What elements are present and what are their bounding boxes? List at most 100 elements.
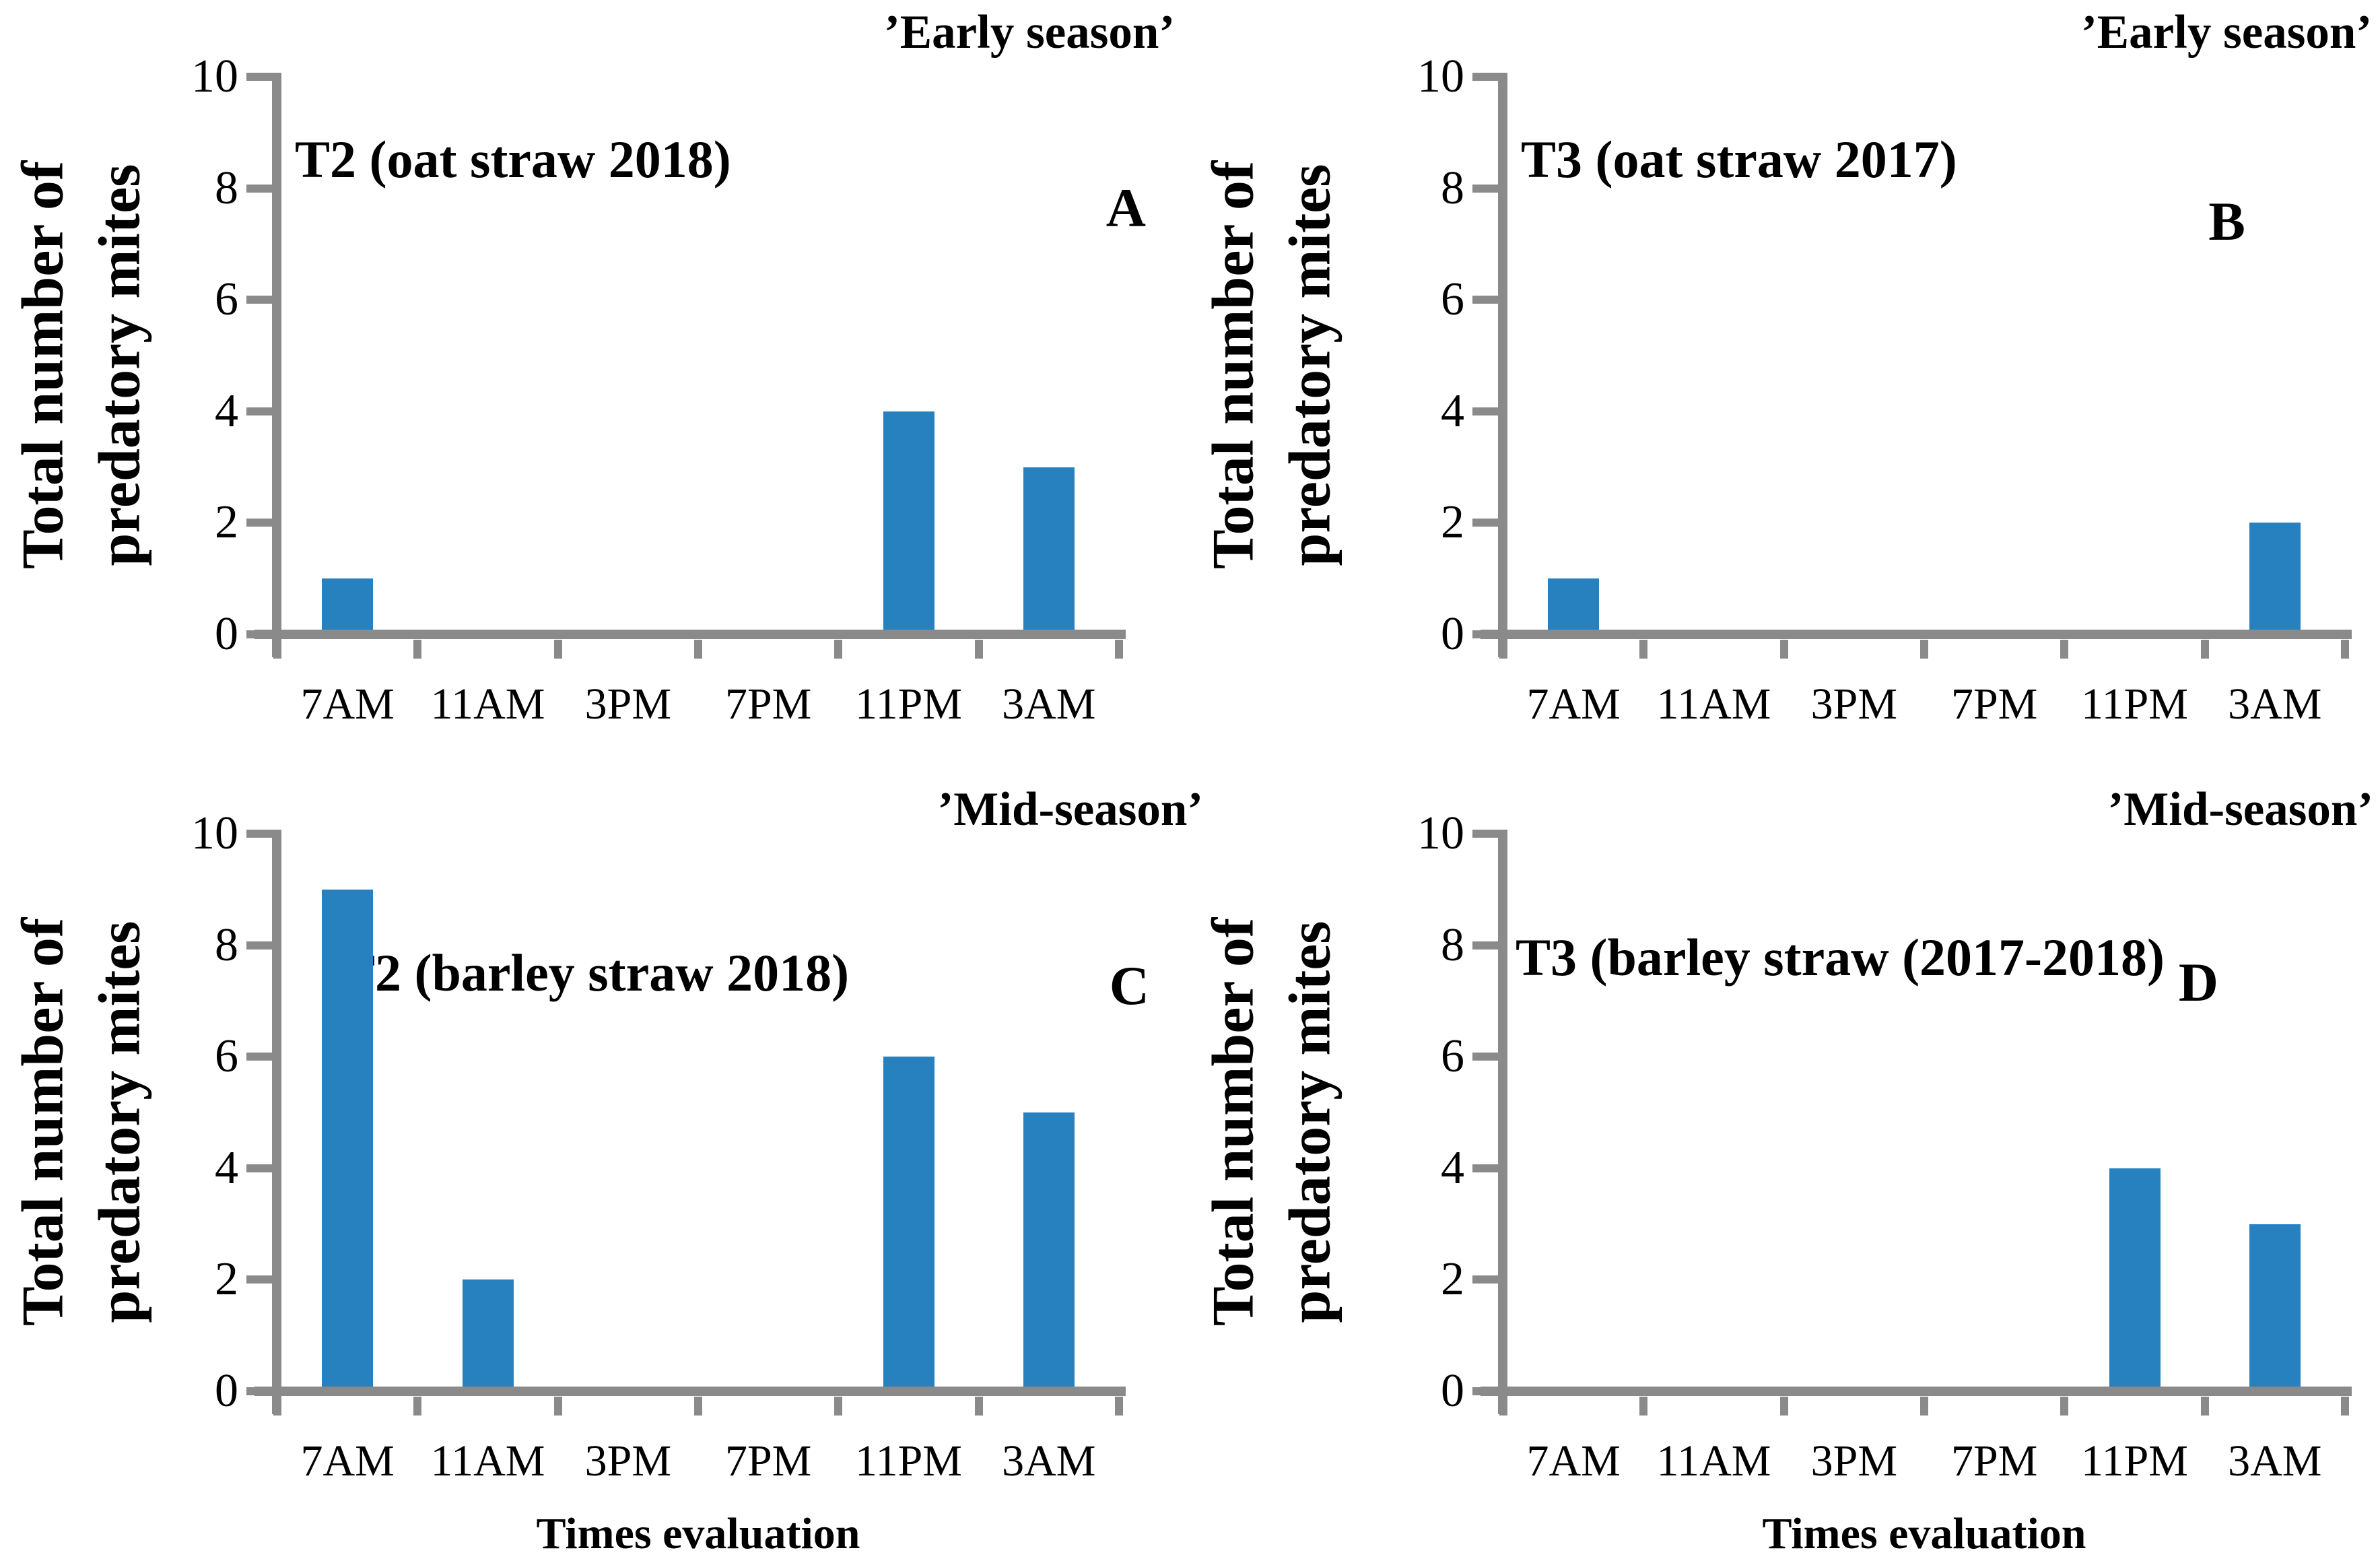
y-tick-label: 6 — [1441, 1030, 1464, 1083]
y-tick — [1472, 1275, 1498, 1284]
x-tick — [974, 640, 983, 659]
x-tick-label: 11AM — [430, 1436, 545, 1486]
bar-3am — [2249, 523, 2301, 630]
y-tick-label: 0 — [215, 1365, 238, 1417]
x-tick-label: 3PM — [1810, 1436, 1898, 1486]
x-axis-title: Times evaluation — [536, 1509, 860, 1558]
y-tick-label: 10 — [1417, 807, 1464, 859]
y-tick-label: 2 — [1441, 496, 1464, 549]
x-tick — [1639, 1397, 1648, 1416]
x-tick — [1499, 640, 1507, 659]
x-tick-label: 3PM — [1810, 679, 1898, 729]
x-tick — [413, 640, 422, 659]
y-tick-label: 10 — [191, 51, 238, 102]
x-tick — [974, 1397, 983, 1416]
x-axis-title: Times evaluation — [1762, 1509, 2086, 1558]
x-tick — [834, 1397, 843, 1416]
x-axis-line — [1481, 630, 2352, 639]
y-tick — [1472, 1387, 1498, 1395]
bar-3am — [1023, 467, 1075, 630]
x-tick-label: 11PM — [855, 679, 962, 729]
panel-letter: C — [1109, 955, 1149, 1016]
x-tick — [273, 640, 281, 659]
x-tick-label: 3PM — [584, 1436, 672, 1486]
y-tick-label: 2 — [215, 1253, 238, 1306]
x-tick — [1115, 1397, 1123, 1416]
bar-3am — [2249, 1224, 2301, 1387]
bar-11pm — [2109, 1168, 2161, 1387]
x-tick-label: 3AM — [1002, 1436, 1096, 1486]
y-tick-label: 6 — [1441, 273, 1464, 326]
x-tick-label: 7AM — [1526, 1436, 1621, 1486]
x-tick-label: 3PM — [584, 679, 672, 729]
x-tick — [1779, 1397, 1788, 1416]
y-axis-title-line1: Total number of — [1200, 160, 1266, 570]
y-tick — [1472, 184, 1498, 193]
bar-11am — [462, 1279, 514, 1387]
x-tick-label: 7PM — [1950, 1436, 2038, 1486]
y-tick — [246, 1275, 272, 1284]
y-tick-label: 10 — [1417, 51, 1464, 102]
y-tick-label: 4 — [215, 1141, 238, 1194]
y-tick-label: 0 — [1441, 1365, 1464, 1417]
y-tick — [246, 1387, 272, 1395]
x-tick-label: 11AM — [430, 679, 545, 729]
chart-panel-d: ’Mid-season’ Total number of predatory mit… — [1190, 782, 2380, 1565]
y-tick-label: 8 — [1441, 919, 1464, 971]
x-tick-label: 3AM — [2228, 679, 2322, 729]
x-tick-label: 7PM — [1950, 679, 2038, 729]
x-tick — [2341, 1397, 2349, 1416]
x-tick-label: 11PM — [2081, 1436, 2188, 1486]
x-tick — [1779, 640, 1788, 659]
x-tick-label: 11AM — [1656, 1436, 1771, 1486]
y-axis-line — [1498, 73, 1507, 657]
x-tick-label: 11PM — [855, 1436, 962, 1486]
x-tick — [1920, 640, 1928, 659]
x-tick — [2060, 640, 2069, 659]
y-tick — [1472, 407, 1498, 415]
y-tick-label: 0 — [1441, 608, 1464, 660]
y-tick — [1472, 630, 1498, 638]
treatment-label: T3 (oat straw 2017) — [1521, 130, 1957, 189]
x-tick — [2060, 1397, 2069, 1416]
chart-panel-b: ’Early season’ Total number of predatory m… — [1190, 0, 2380, 782]
y-tick — [1472, 830, 1498, 838]
bar-11pm — [883, 1057, 934, 1387]
y-axis-line — [1498, 830, 1507, 1414]
y-tick — [246, 407, 272, 415]
y-tick — [246, 1053, 272, 1061]
y-axis-line — [272, 830, 281, 1414]
x-tick-label: 7AM — [1526, 679, 1621, 729]
y-tick — [1472, 73, 1498, 81]
x-axis-line — [1481, 1387, 2352, 1396]
x-tick-label: 7PM — [724, 1436, 812, 1486]
y-tick — [1472, 1164, 1498, 1172]
y-tick — [246, 1164, 272, 1172]
x-tick — [1115, 640, 1123, 659]
y-tick — [246, 519, 272, 527]
chart-panel-a: ’Early season’ Total number of predatory m… — [0, 0, 1190, 782]
y-tick — [1472, 296, 1498, 304]
treatment-label: T3 (barley straw (2017-2018) — [1516, 928, 2165, 987]
y-tick-label: 4 — [215, 385, 238, 437]
y-tick-label: 6 — [215, 1030, 238, 1083]
y-tick — [246, 73, 272, 81]
y-tick — [246, 630, 272, 638]
x-tick-label: 7AM — [300, 679, 395, 729]
panel-letter: D — [2178, 952, 2218, 1013]
y-axis-line — [272, 73, 281, 657]
season-title: ’Mid-season’ — [937, 783, 1203, 836]
x-axis-line — [254, 630, 1126, 639]
y-tick-label: 8 — [215, 162, 238, 214]
chart-panel-c: ’Mid-season’ Total number of predatory mit… — [0, 782, 1203, 1565]
x-tick-label: 11PM — [2081, 679, 2188, 729]
x-tick — [553, 1397, 562, 1416]
y-tick — [246, 941, 272, 950]
panel-letter: A — [1106, 177, 1146, 238]
x-tick-label: 3AM — [2228, 1436, 2322, 1486]
x-tick — [2200, 1397, 2209, 1416]
x-tick — [553, 640, 562, 659]
y-tick-label: 10 — [191, 807, 238, 859]
treatment-label: T2 (oat straw 2018) — [295, 130, 731, 189]
